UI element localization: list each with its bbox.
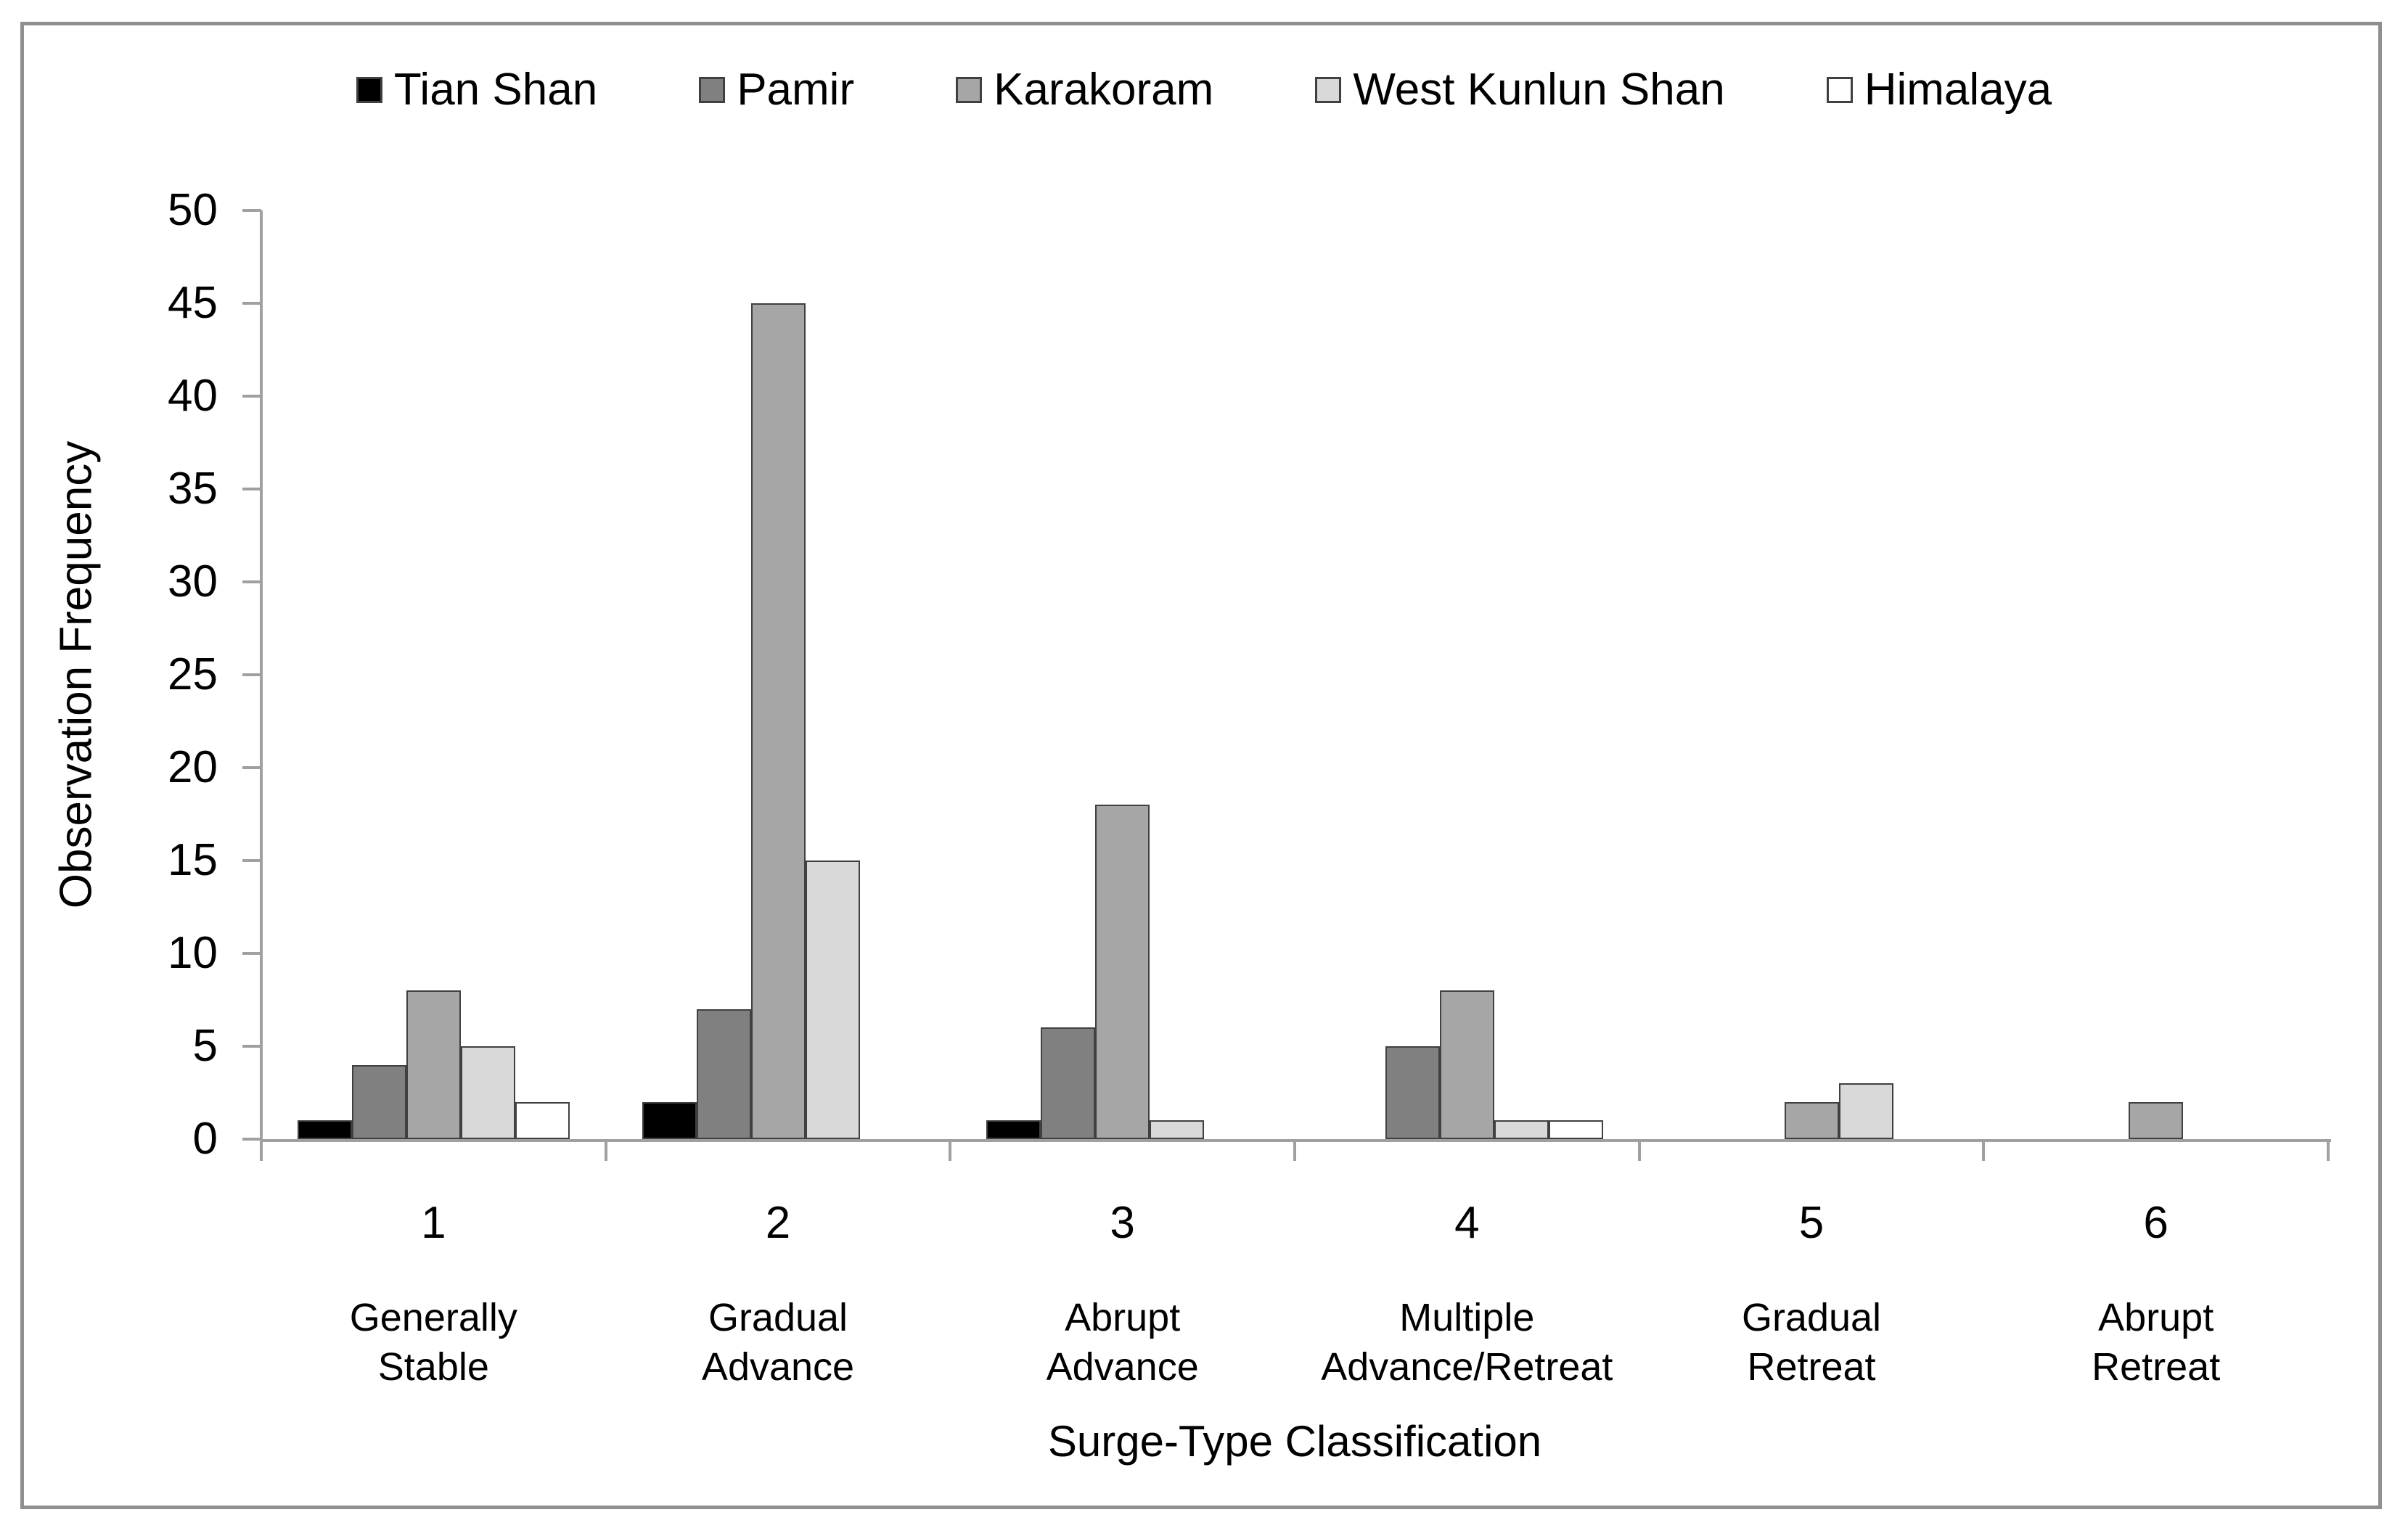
- bar-pamir-cat2: [696, 1009, 751, 1139]
- bar-tian-shan-cat1: [297, 1120, 352, 1139]
- category-number: 5: [1798, 1198, 1825, 1248]
- legend-item-0: Tian Shan: [356, 64, 597, 116]
- bar-west-kunlun-shan-cat3: [1150, 1120, 1205, 1139]
- x-tick-mark: [1982, 1142, 1986, 1161]
- category-name-line: Advance/Retreat: [1321, 1345, 1613, 1389]
- category-name: Multiple Advance/Retreat: [1227, 1293, 1706, 1392]
- legend-swatch-icon: [699, 77, 726, 103]
- legend-item-3: West Kunlun Shan: [1315, 64, 1725, 116]
- bar-himalaya-cat1: [515, 1101, 570, 1139]
- category-name: Gradual Retreat: [1572, 1293, 2051, 1392]
- category-number: 3: [1110, 1198, 1135, 1248]
- x-tick-mark: [1293, 1142, 1296, 1161]
- y-tick-label: 15: [168, 835, 218, 885]
- bar-himalaya-cat4: [1548, 1120, 1603, 1139]
- category-name-line: Generally: [349, 1296, 517, 1339]
- y-axis-line: [260, 210, 263, 1142]
- category-number: 1: [421, 1198, 446, 1248]
- y-tick-mark: [242, 1138, 261, 1141]
- y-tick-mark: [242, 859, 261, 862]
- bar-west-kunlun-shan-cat2: [805, 861, 860, 1139]
- y-tick-label: 45: [168, 278, 218, 328]
- category-name-line: Gradual: [708, 1296, 848, 1339]
- bar-karakoram-cat3: [1095, 805, 1150, 1139]
- y-tick-label: 30: [168, 557, 218, 607]
- y-tick-label: 5: [192, 1021, 218, 1071]
- y-tick-label: 35: [168, 464, 218, 514]
- legend-label: Himalaya: [1864, 65, 2052, 115]
- y-tick-mark: [242, 952, 261, 955]
- category-name: Abrupt Retreat: [1917, 1293, 2396, 1392]
- legend-item-4: Himalaya: [1826, 64, 2052, 116]
- y-tick-mark: [242, 488, 261, 490]
- x-tick-mark: [1637, 1142, 1641, 1161]
- legend-label: Tian Shan: [393, 65, 598, 115]
- category-name-line: Retreat: [1747, 1345, 1876, 1389]
- figure-frame: [20, 22, 2382, 1509]
- y-tick-label: 50: [168, 185, 218, 235]
- y-tick-mark: [242, 302, 261, 305]
- y-tick-mark: [242, 673, 261, 676]
- y-tick-mark: [242, 1045, 261, 1048]
- y-tick-mark: [242, 766, 261, 769]
- category-name-line: Multiple: [1399, 1296, 1535, 1339]
- bar-karakoram-cat5: [1784, 1101, 1839, 1139]
- bar-pamir-cat4: [1385, 1046, 1440, 1139]
- category-number: 6: [2143, 1198, 2169, 1248]
- category-name: Gradual Advance: [538, 1293, 1017, 1392]
- bar-tian-shan-cat2: [642, 1101, 697, 1139]
- legend-label: Karakoram: [994, 65, 1214, 115]
- x-tick-mark: [949, 1142, 952, 1161]
- y-tick-label: 20: [168, 742, 218, 792]
- legend-swatch-icon: [356, 77, 382, 103]
- bar-karakoram-cat4: [1439, 990, 1494, 1139]
- bar-karakoram-cat6: [2129, 1101, 2184, 1139]
- legend-label: Pamir: [737, 65, 855, 115]
- legend-swatch-icon: [1315, 77, 1342, 103]
- bar-west-kunlun-shan-cat5: [1838, 1083, 1893, 1139]
- y-tick-mark: [242, 580, 261, 583]
- category-name-line: Abrupt: [2098, 1296, 2214, 1339]
- category-number: 4: [1454, 1198, 1480, 1248]
- bar-pamir-cat1: [351, 1064, 406, 1139]
- x-axis-title: Surge-Type Classification: [1047, 1417, 1542, 1466]
- x-axis-line: [260, 1139, 2331, 1142]
- x-tick-mark: [604, 1142, 607, 1161]
- legend-label: West Kunlun Shan: [1353, 65, 1725, 115]
- y-tick-mark: [242, 395, 261, 398]
- category-name: Generally Stable: [194, 1293, 673, 1392]
- category-name-line: Stable: [377, 1345, 489, 1389]
- bar-west-kunlun-shan-cat4: [1494, 1120, 1549, 1139]
- y-tick-label: 25: [168, 649, 218, 699]
- y-tick-mark: [242, 209, 261, 212]
- category-name-line: Retreat: [2092, 1345, 2221, 1389]
- x-tick-mark: [2327, 1142, 2330, 1161]
- bar-karakoram-cat2: [750, 303, 806, 1139]
- legend-swatch-icon: [956, 77, 983, 103]
- y-tick-label: 0: [192, 1114, 218, 1164]
- legend-swatch-icon: [1826, 77, 1853, 103]
- bar-west-kunlun-shan-cat1: [460, 1046, 515, 1139]
- category-name-line: Gradual: [1741, 1296, 1882, 1339]
- bar-pamir-cat3: [1041, 1027, 1096, 1139]
- category-name-line: Advance: [1046, 1345, 1199, 1389]
- plot-area: [261, 210, 2328, 1139]
- y-tick-label: 40: [168, 371, 218, 421]
- category-name-line: Advance: [701, 1345, 855, 1389]
- legend-item-1: Pamir: [699, 64, 854, 116]
- category-number: 2: [765, 1198, 791, 1248]
- chart-legend: Tian Shan Pamir Karakoram West Kunlun Shan H…: [0, 64, 2408, 116]
- bar-tian-shan-cat3: [986, 1120, 1041, 1139]
- legend-item-2: Karakoram: [956, 64, 1213, 116]
- category-name-line: Abrupt: [1065, 1296, 1181, 1339]
- y-tick-label: 10: [168, 928, 218, 978]
- x-tick-mark: [260, 1142, 263, 1161]
- category-name: Abrupt Advance: [883, 1293, 1362, 1392]
- bar-karakoram-cat1: [406, 990, 461, 1139]
